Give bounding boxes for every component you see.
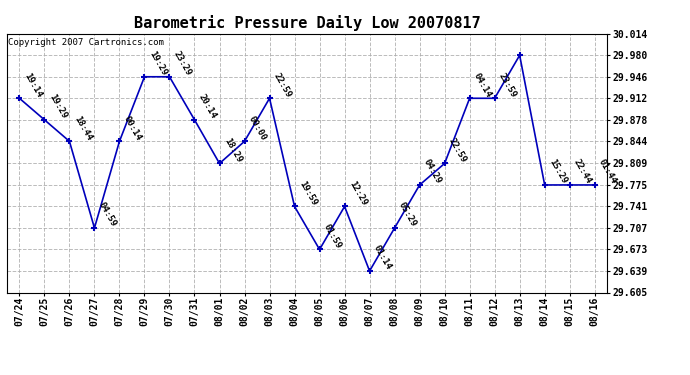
Text: 00:00: 00:00 xyxy=(247,114,268,142)
Text: 19:14: 19:14 xyxy=(22,71,43,99)
Text: 22:59: 22:59 xyxy=(272,71,293,99)
Title: Barometric Pressure Daily Low 20070817: Barometric Pressure Daily Low 20070817 xyxy=(134,15,480,31)
Text: 04:14: 04:14 xyxy=(472,71,493,99)
Text: 18:44: 18:44 xyxy=(72,114,93,142)
Text: 22:44: 22:44 xyxy=(572,158,593,186)
Text: Copyright 2007 Cartronics.com: Copyright 2007 Cartronics.com xyxy=(8,38,164,46)
Text: 01:44: 01:44 xyxy=(598,158,618,186)
Text: 01:59: 01:59 xyxy=(322,222,344,250)
Text: 20:14: 20:14 xyxy=(197,93,218,120)
Text: 19:29: 19:29 xyxy=(147,50,168,78)
Text: 23:29: 23:29 xyxy=(172,50,193,78)
Text: 15:29: 15:29 xyxy=(547,158,569,186)
Text: 19:59: 19:59 xyxy=(297,179,318,207)
Text: 18:29: 18:29 xyxy=(222,136,244,164)
Text: 00:14: 00:14 xyxy=(122,114,144,142)
Text: 22:59: 22:59 xyxy=(447,136,469,164)
Text: 04:29: 04:29 xyxy=(422,158,444,186)
Text: 04:59: 04:59 xyxy=(97,201,118,229)
Text: 01:14: 01:14 xyxy=(372,244,393,272)
Text: 05:29: 05:29 xyxy=(397,201,418,229)
Text: 23:59: 23:59 xyxy=(497,71,518,99)
Text: 19:29: 19:29 xyxy=(47,93,68,120)
Text: 12:29: 12:29 xyxy=(347,179,368,207)
